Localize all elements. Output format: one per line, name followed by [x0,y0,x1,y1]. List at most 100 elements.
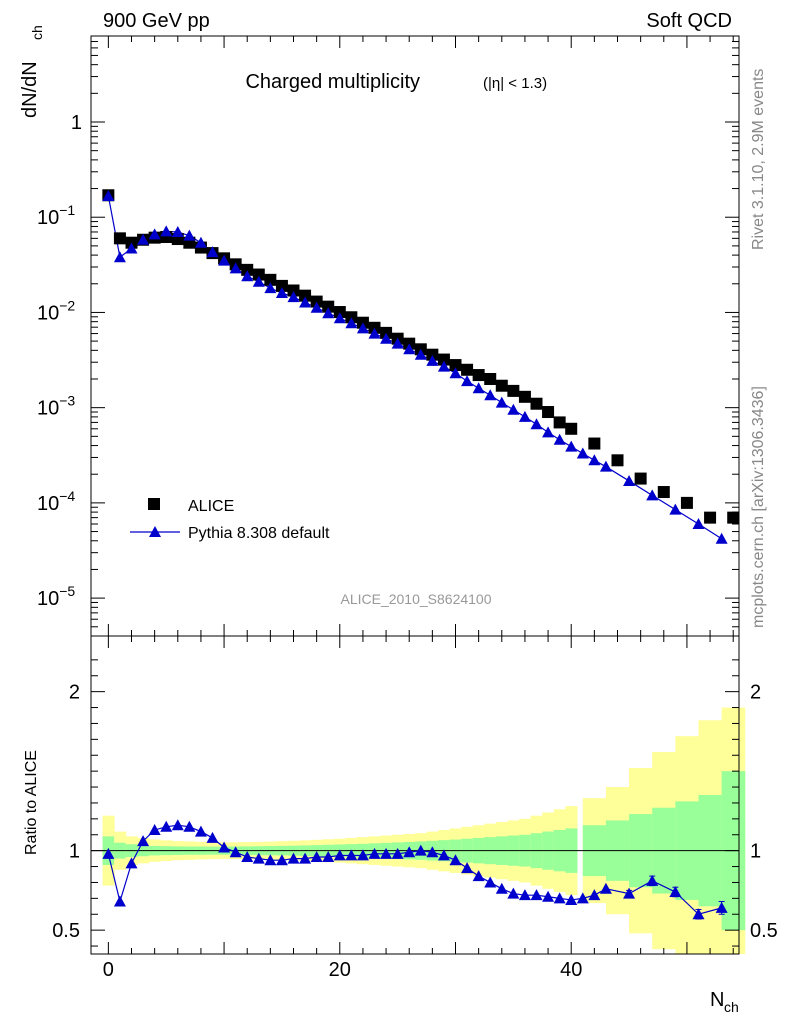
alice-data-point [322,300,335,313]
ratio-data-point [449,854,462,866]
ratio-y-tick-label-left: 1 [69,841,80,863]
pythia-data-point [171,225,184,237]
pythia-data-point [472,382,485,394]
x-tick-label: 0 [103,959,114,981]
alice-data-point [113,232,126,245]
alice-data-point [299,289,312,302]
ratio-y-tick-label-left: 2 [69,682,80,704]
pythia-data-point [229,262,242,274]
ratio-ticks: 0 20 40 0.5 0.5 1 1 2 2 [52,636,778,981]
rivet-version-label: Rivet 3.1.10, 2.9M events [750,69,767,250]
main-panel-frame [90,35,740,637]
alice-data-point [530,397,543,410]
alice-data-point [287,284,300,297]
alice-data-point [680,496,693,509]
ratio-data-point [403,846,416,858]
pythia-data-point [623,474,636,486]
pythia-data-point [542,426,555,438]
ratio-data-point [264,854,277,866]
ratio-data-point [565,893,578,905]
ratio-data-point [356,849,369,861]
main-y-tick-label: 10−4 [37,488,75,515]
header-right-label: Soft QCD [646,10,732,32]
pythia-data-point [322,307,335,319]
ratio-data-point [299,852,312,864]
pythia-data-point [287,291,300,303]
pythia-data-point [368,327,381,339]
ratio-data-point [669,885,682,897]
ratio-data-point [576,892,589,904]
pythia-data-point [646,489,659,501]
main-y-tick-label: 1 [71,112,82,134]
ratio-data-point [414,844,427,856]
pythia-data-point [669,503,682,515]
alice-data-point [704,511,717,524]
ratio-y-axis-label: Ratio to ALICE [23,750,40,855]
pythia-data-point [333,312,346,324]
pythia-data-point [160,225,173,237]
watermark-label: ALICE_2010_S8624100 [340,591,491,607]
alice-data-point [310,295,323,308]
main-panel: 10−5 10−4 10−3 10−2 10−1 1 Charged multiplici… [19,25,740,637]
alice-data-point [542,406,555,419]
ratio-data-point [715,901,728,913]
main-y-ticks: 10−5 10−4 10−3 10−2 10−1 1 [37,35,739,637]
svg-text:ch: ch [724,999,739,1015]
main-y-tick-label: 10−5 [37,583,75,610]
main-y-axis-label: dN/dN ch [19,25,45,118]
alice-data-point [553,416,566,429]
ratio-data-point [542,890,555,902]
main-y-tick-label: 10−2 [37,297,75,324]
pythia-data-point [299,296,312,308]
alice-data-point [241,263,254,276]
ratio-data-point [495,882,508,894]
pythia-data-point [715,532,728,544]
alice-data-point [472,369,485,382]
pythia-data-point [484,389,497,401]
main-y-tick-label: 10−3 [37,393,75,420]
pythia-data-point [426,354,439,366]
ratio-data-point [437,849,450,861]
ratio-data-point [507,887,520,899]
ratio-data-point [484,876,497,888]
alice-data-point [275,279,288,292]
x-axis-label: N ch [710,989,739,1015]
ratio-panel: 0 20 40 0.5 0.5 1 1 2 2 Ratio to ALICE N ch [23,635,778,1015]
legend: ALICE Pythia 8.308 default [130,498,330,542]
alice-data-point [449,359,462,372]
alice-data-point [333,306,346,319]
alice-data-point [588,437,601,450]
pythia-data-point [137,233,150,245]
pythia-data-point [692,518,705,530]
alice-data-point [461,363,474,376]
alice-data-point [426,348,439,361]
main-title-suffix: (|η| < 1.3) [483,75,547,92]
svg-text:dN/dN: dN/dN [19,61,41,118]
ratio-data-point [623,887,636,899]
legend-marker-alice [148,498,160,510]
ratio-data-point [275,854,288,866]
mcplots-label: mcplots.cern.ch [arXiv:1306.3436] [750,386,767,628]
pythia-data-point [275,287,288,299]
pythia-data-point [206,246,219,258]
pythia-data-point [102,190,115,202]
ratio-data-point [102,847,115,859]
alice-data-point [484,372,497,385]
ratio-y-tick-label-left: 0.5 [52,920,80,942]
alice-data-point [264,273,277,286]
pythia-data-point [449,367,462,379]
alice-data-point [634,472,647,485]
alice-data-point [611,454,624,467]
alice-data-point [657,486,670,499]
ratio-data-point [171,819,184,831]
main-data-series [102,189,740,544]
pythia-data-point [264,282,277,294]
ratio-data-point [241,851,254,863]
pythia-data-point [461,375,474,387]
pythia-data-point [310,301,323,313]
pythia-data-point [507,403,520,415]
pythia-data-point [380,332,393,344]
pythia-data-point [530,418,543,430]
pythia-data-point [241,270,254,282]
